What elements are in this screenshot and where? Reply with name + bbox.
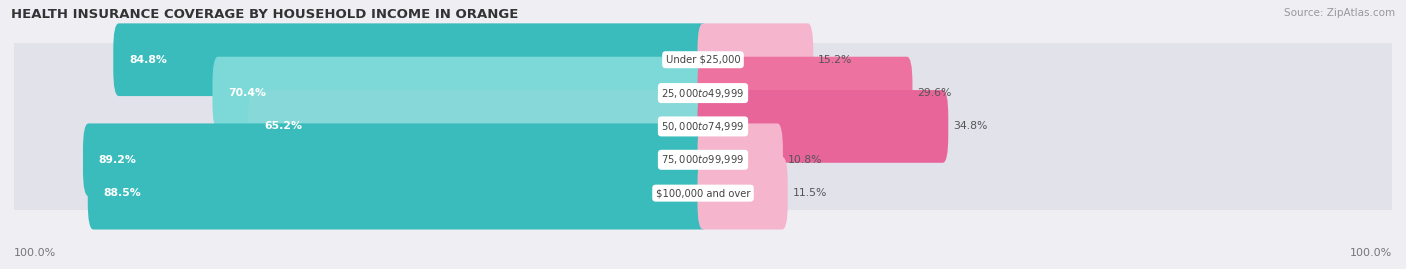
Text: 84.8%: 84.8% (129, 55, 167, 65)
Text: Under $25,000: Under $25,000 (665, 55, 741, 65)
Text: 15.2%: 15.2% (818, 55, 852, 65)
Text: $75,000 to $99,999: $75,000 to $99,999 (661, 153, 745, 166)
Text: $25,000 to $49,999: $25,000 to $49,999 (661, 87, 745, 100)
FancyBboxPatch shape (697, 90, 948, 163)
FancyBboxPatch shape (697, 57, 912, 129)
FancyBboxPatch shape (83, 123, 709, 196)
Text: 70.4%: 70.4% (228, 88, 266, 98)
FancyBboxPatch shape (13, 142, 1393, 244)
Text: 65.2%: 65.2% (264, 121, 302, 132)
FancyBboxPatch shape (13, 75, 1393, 178)
Text: 11.5%: 11.5% (793, 188, 827, 198)
FancyBboxPatch shape (697, 123, 783, 196)
Text: 100.0%: 100.0% (14, 248, 56, 258)
Text: 100.0%: 100.0% (1350, 248, 1392, 258)
FancyBboxPatch shape (87, 157, 709, 229)
Text: 29.6%: 29.6% (917, 88, 952, 98)
FancyBboxPatch shape (13, 42, 1393, 144)
FancyBboxPatch shape (114, 23, 709, 96)
Text: Source: ZipAtlas.com: Source: ZipAtlas.com (1284, 8, 1395, 18)
Text: 34.8%: 34.8% (953, 121, 987, 132)
Text: $100,000 and over: $100,000 and over (655, 188, 751, 198)
FancyBboxPatch shape (13, 109, 1393, 211)
FancyBboxPatch shape (212, 57, 709, 129)
Text: 10.8%: 10.8% (787, 155, 823, 165)
Text: HEALTH INSURANCE COVERAGE BY HOUSEHOLD INCOME IN ORANGE: HEALTH INSURANCE COVERAGE BY HOUSEHOLD I… (11, 8, 519, 21)
FancyBboxPatch shape (697, 23, 813, 96)
Text: 88.5%: 88.5% (104, 188, 142, 198)
FancyBboxPatch shape (697, 157, 787, 229)
Text: $50,000 to $74,999: $50,000 to $74,999 (661, 120, 745, 133)
Text: 89.2%: 89.2% (98, 155, 136, 165)
FancyBboxPatch shape (249, 90, 709, 163)
FancyBboxPatch shape (13, 9, 1393, 111)
